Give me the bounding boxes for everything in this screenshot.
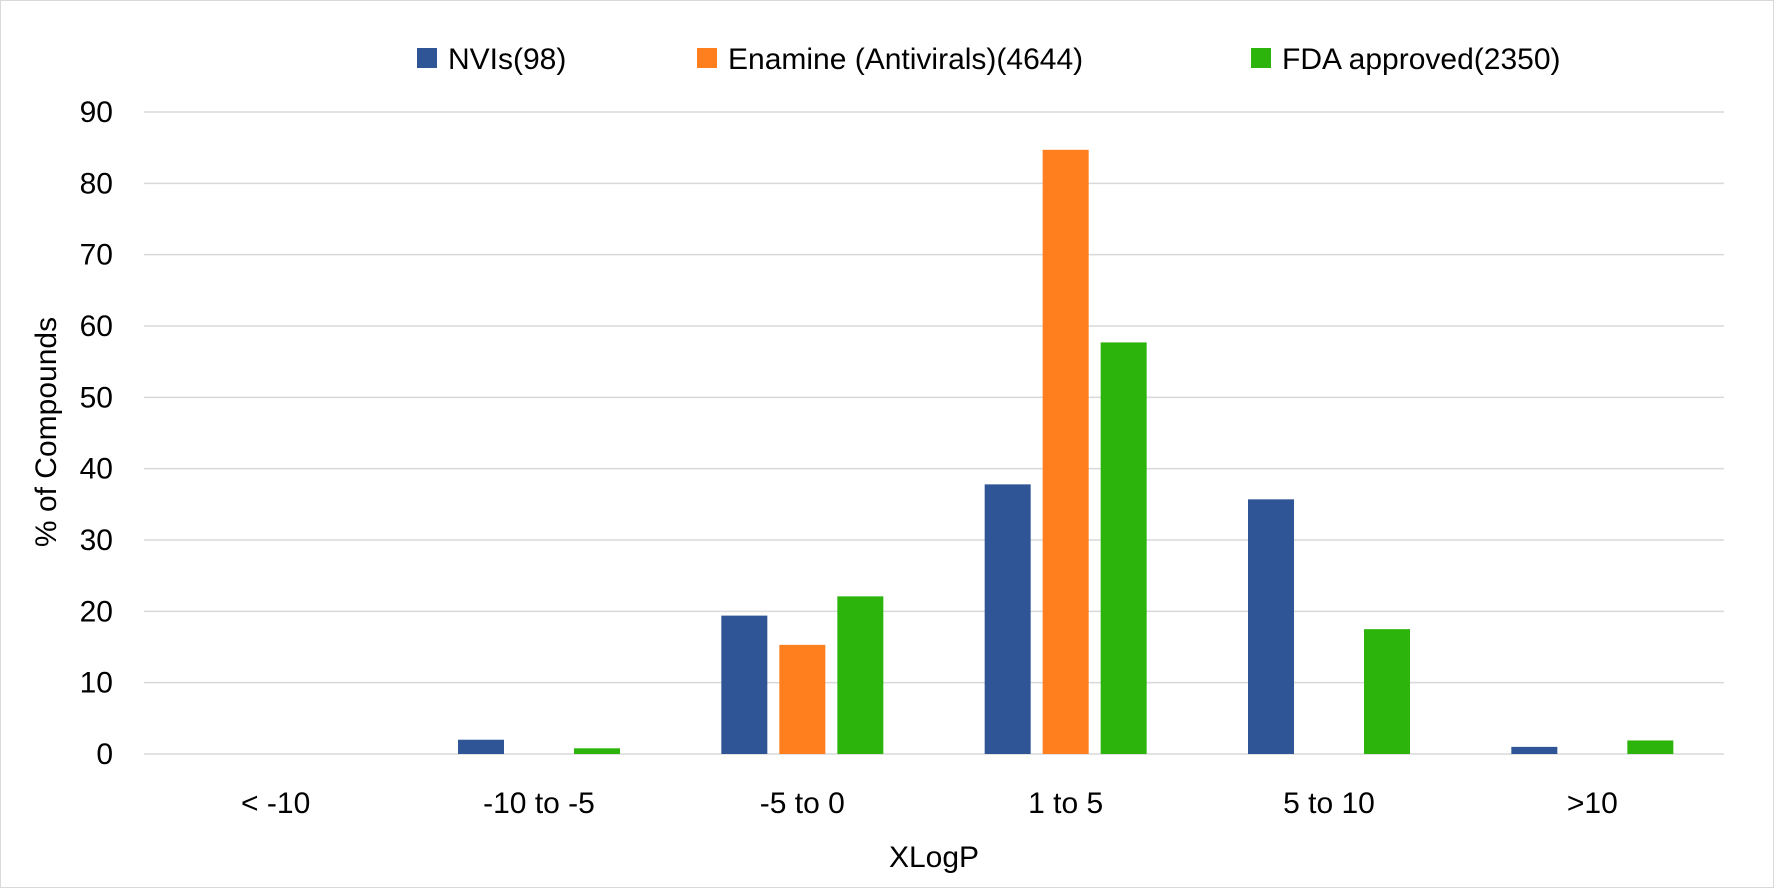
legend-swatch-1 [697, 48, 717, 68]
y-tick-label: 10 [80, 667, 113, 700]
x-tick-label: >10 [1567, 787, 1618, 820]
y-tick-label: 30 [80, 524, 113, 557]
bar-series-2-category-4 [1364, 629, 1410, 754]
x-tick-label: 1 to 5 [1028, 787, 1103, 820]
legend-label-2: FDA approved(2350) [1282, 43, 1561, 76]
bar-series-1-category-2 [779, 644, 826, 754]
x-tick-label: -5 to 0 [760, 787, 845, 820]
bar-series-0-category-1 [458, 739, 504, 754]
y-tick-label: 20 [80, 595, 113, 628]
y-axis-title: % of Compounds [30, 317, 63, 547]
legend-swatch-0 [417, 48, 437, 68]
y-tick-label: 50 [80, 381, 113, 414]
y-tick-label: 90 [80, 96, 113, 129]
bar-series-2-category-2 [837, 596, 884, 754]
legend: NVIs(98) Enamine (Antivirals)(4644) FDA ap… [417, 43, 1561, 76]
y-tick-label: 70 [80, 239, 113, 272]
bar-series-0-category-3 [984, 484, 1031, 754]
y-tick-label: 60 [80, 310, 113, 343]
y-tick-label: 40 [80, 453, 113, 486]
x-axis-title: XLogP [889, 841, 979, 874]
y-tick-label: 0 [96, 738, 113, 771]
bar-series-1-category-3 [1042, 149, 1089, 755]
bars [458, 149, 1674, 755]
bar-series-2-category-1 [574, 748, 620, 754]
x-tick-label: -10 to -5 [483, 787, 595, 820]
bar-series-0-category-4 [1248, 499, 1294, 754]
bar-series-2-category-5 [1627, 740, 1674, 754]
bar-series-0-category-5 [1511, 746, 1558, 754]
x-tick-label: 5 to 10 [1283, 787, 1375, 820]
y-tick-label: 80 [80, 167, 113, 200]
legend-swatch-2 [1251, 48, 1271, 68]
bar-series-2-category-3 [1100, 342, 1147, 754]
x-axis-tick-labels: < -10 -10 to -5 -5 to 0 1 to 5 5 to 10 >10 [241, 787, 1618, 820]
bar-series-0-category-2 [721, 615, 768, 754]
y-axis-tick-labels: 0 10 20 30 40 50 60 70 80 90 [80, 96, 113, 771]
gridlines [144, 111, 1724, 755]
x-tick-label: < -10 [241, 787, 310, 820]
legend-label-1: Enamine (Antivirals)(4644) [728, 43, 1083, 76]
legend-label-0: NVIs(98) [448, 43, 566, 76]
